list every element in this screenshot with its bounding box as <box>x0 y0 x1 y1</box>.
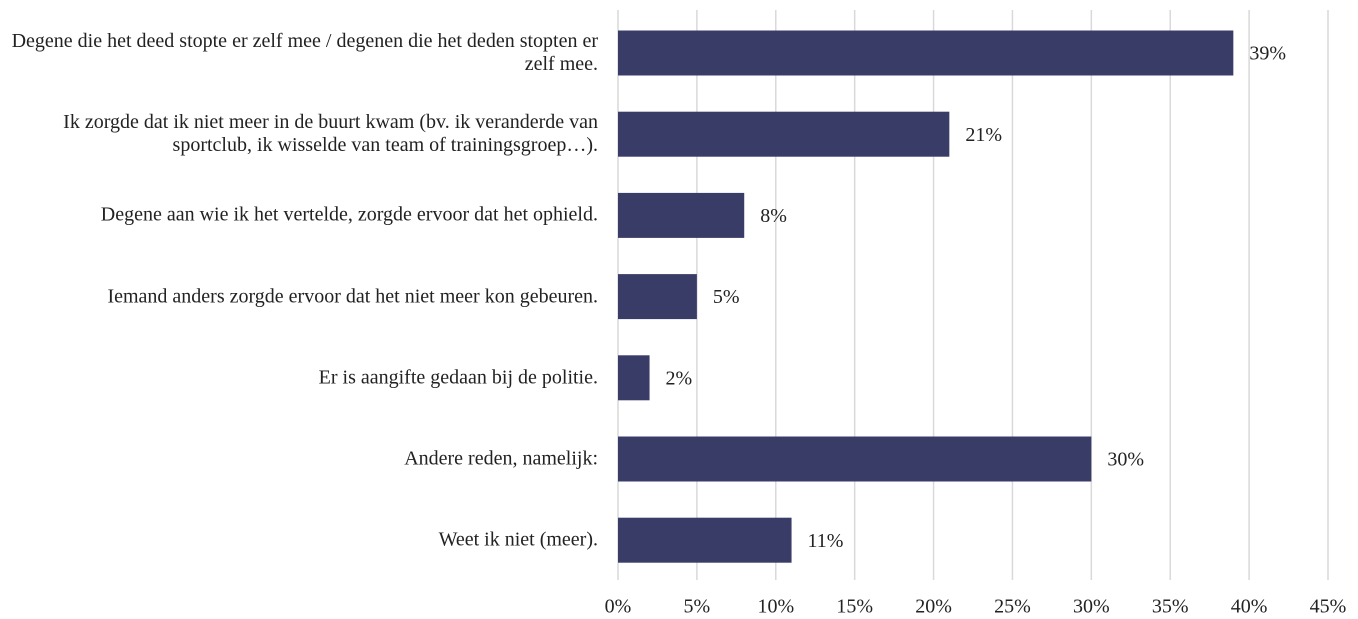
y-tick-label: Er is aangifte gedaan bij de politie. <box>318 366 598 389</box>
x-tick-label: 10% <box>757 596 794 618</box>
x-tick-label: 25% <box>994 596 1031 618</box>
data-label: 30% <box>1107 449 1144 471</box>
y-tick-label: Degene aan wie ik het vertelde, zorgde e… <box>100 203 598 226</box>
x-tick-label: 35% <box>1152 596 1189 618</box>
y-tick-label: Ik zorgde dat ik niet meer in de buurt k… <box>63 111 598 157</box>
data-label: 2% <box>666 367 693 389</box>
x-tick-label: 20% <box>915 596 952 618</box>
data-label: 11% <box>808 530 844 552</box>
bar <box>618 436 1092 482</box>
data-label: 21% <box>965 124 1002 146</box>
data-label: 39% <box>1249 43 1286 65</box>
x-tick-label: 30% <box>1073 596 1110 618</box>
bar <box>618 30 1234 76</box>
bar <box>618 355 650 401</box>
y-tick-label: Andere reden, namelijk: <box>404 447 598 470</box>
bar <box>618 111 950 157</box>
data-label: 8% <box>760 205 787 227</box>
y-tick-label: Weet ik niet (meer). <box>438 528 598 551</box>
x-tick-label: 40% <box>1231 596 1268 618</box>
bar <box>618 517 792 563</box>
x-tick-label: 45% <box>1310 596 1347 618</box>
x-tick-label: 0% <box>605 596 632 618</box>
x-tick-label: 5% <box>684 596 711 618</box>
bar <box>618 192 745 238</box>
data-label: 5% <box>713 286 740 308</box>
y-tick-label: Degene die het deed stopte er zelf mee /… <box>11 30 598 75</box>
bar <box>618 274 697 320</box>
x-tick-label: 15% <box>836 596 873 618</box>
y-tick-label: Iemand anders zorgde ervoor dat het niet… <box>107 285 598 308</box>
